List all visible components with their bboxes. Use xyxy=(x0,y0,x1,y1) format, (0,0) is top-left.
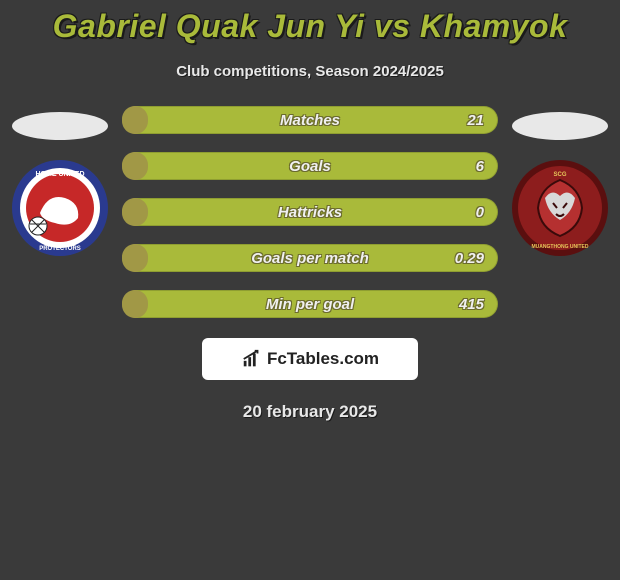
subtitle: Club competitions, Season 2024/2025 xyxy=(0,63,620,80)
player-right-column: SCG MUANGTHONG UNITED xyxy=(500,106,620,258)
svg-text:SCG: SCG xyxy=(553,172,566,178)
stat-label: Matches xyxy=(122,112,498,129)
stat-label: Goals xyxy=(122,158,498,175)
stat-bar: Min per goal 415 xyxy=(122,290,498,318)
stat-right-value: 0 xyxy=(476,204,484,221)
page-title: Gabriel Quak Jun Yi vs Khamyok xyxy=(0,0,620,45)
stat-bar: Hattricks 0 xyxy=(122,198,498,226)
country-flag-left-icon xyxy=(12,112,108,140)
comparison-row: HOME UNITED PROTECTORS Matches 21 Goals … xyxy=(0,106,620,318)
stat-bar: Goals 6 xyxy=(122,152,498,180)
site-logo-text: FcTables.com xyxy=(267,349,379,369)
svg-text:MUANGTHONG UNITED: MUANGTHONG UNITED xyxy=(532,244,589,250)
stat-right-value: 6 xyxy=(476,158,484,175)
stat-label: Min per goal xyxy=(122,296,498,313)
svg-text:PROTECTORS: PROTECTORS xyxy=(39,246,81,252)
stat-right-value: 0.29 xyxy=(455,250,484,267)
country-flag-right-icon xyxy=(512,112,608,140)
stat-bar: Matches 21 xyxy=(122,106,498,134)
stats-column: Matches 21 Goals 6 Hattricks 0 Goals per… xyxy=(120,106,500,318)
site-logo: FcTables.com xyxy=(202,338,418,380)
stat-label: Hattricks xyxy=(122,204,498,221)
stat-label: Goals per match xyxy=(122,250,498,267)
bar-chart-icon xyxy=(241,348,263,370)
club-badge-left-icon: HOME UNITED PROTECTORS xyxy=(10,158,110,258)
stat-right-value: 21 xyxy=(467,112,484,129)
date-label: 20 february 2025 xyxy=(0,402,620,422)
svg-text:HOME UNITED: HOME UNITED xyxy=(36,171,85,178)
player-left-column: HOME UNITED PROTECTORS xyxy=(0,106,120,258)
club-badge-right-icon: SCG MUANGTHONG UNITED xyxy=(510,158,610,258)
stat-bar: Goals per match 0.29 xyxy=(122,244,498,272)
stat-right-value: 415 xyxy=(459,296,484,313)
